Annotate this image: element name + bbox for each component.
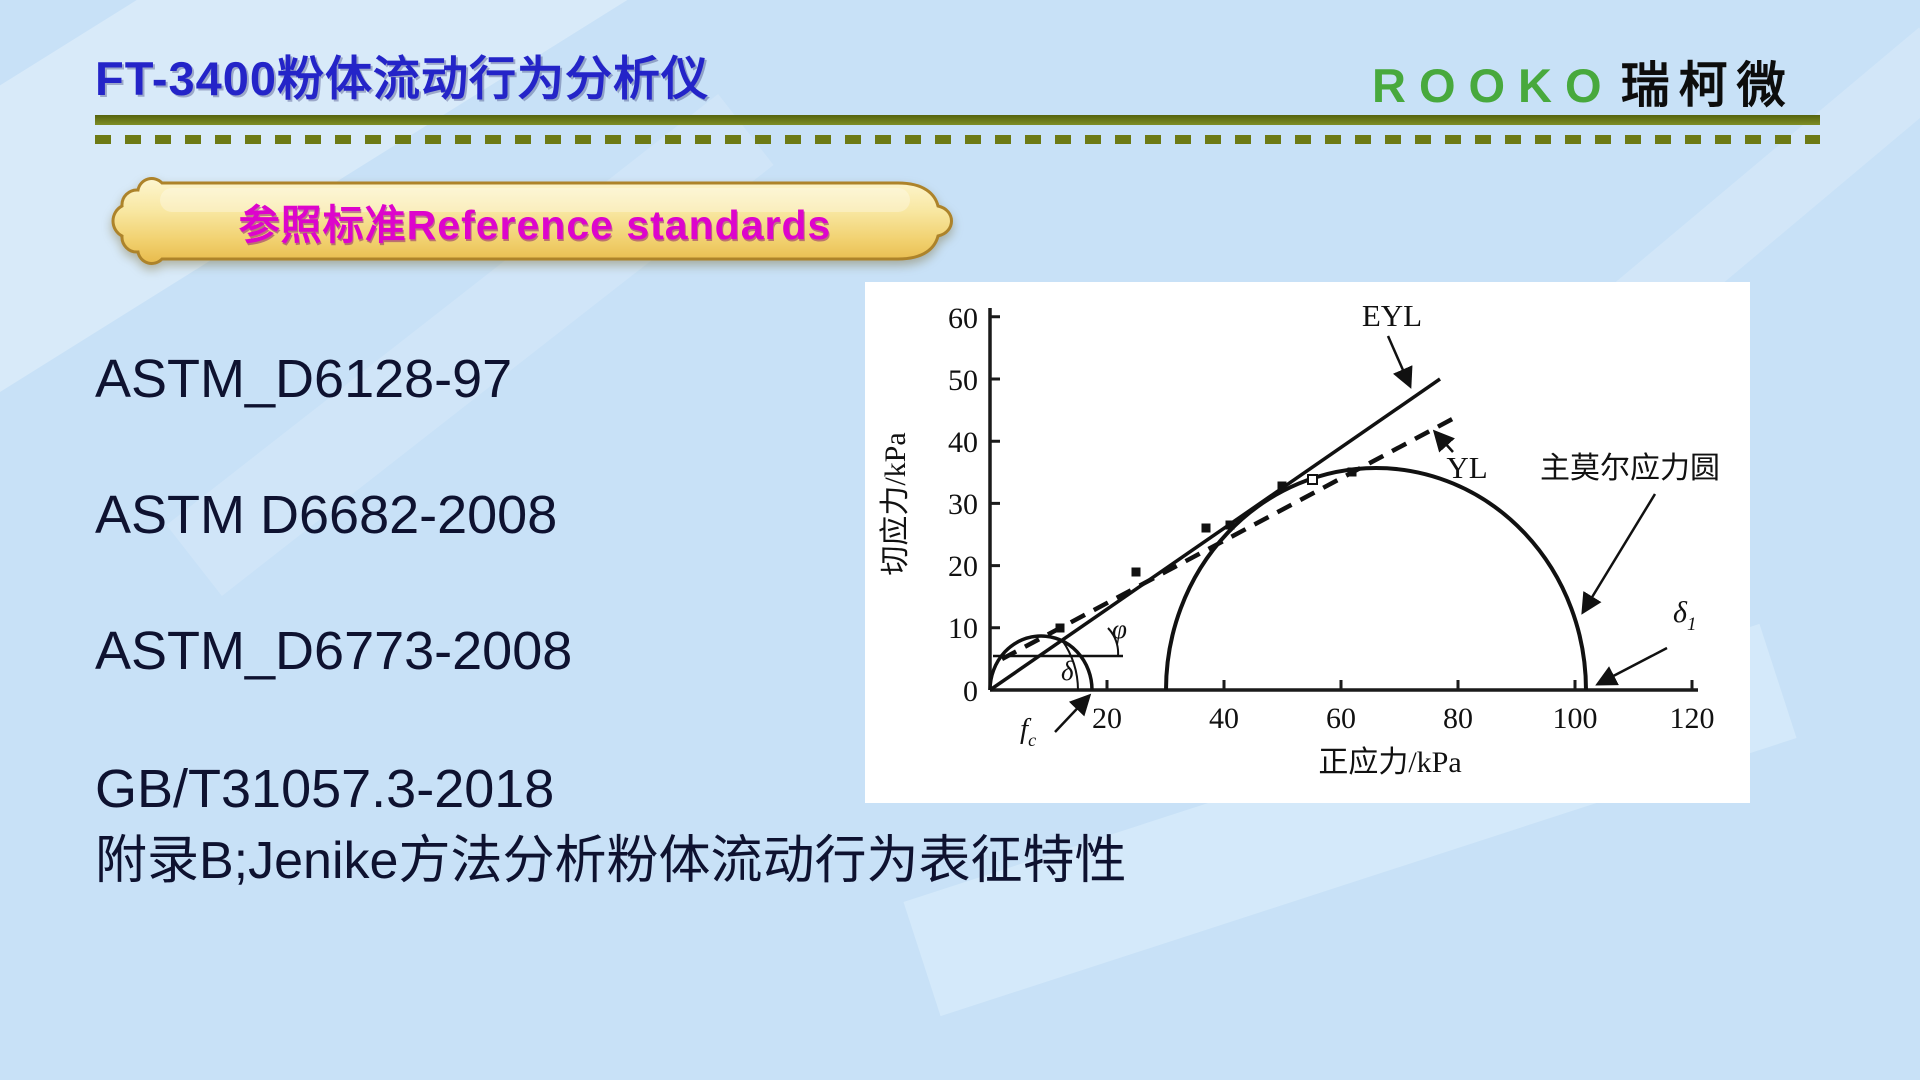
y-tick-0: 0 bbox=[963, 675, 978, 708]
x-tick-marks bbox=[1105, 680, 1694, 690]
delta1-arrow bbox=[1595, 646, 1668, 686]
yl-data-points bbox=[1055, 467, 1357, 633]
mohr-circle-label: 主莫尔应力圆 bbox=[1540, 452, 1720, 485]
phi-angle-arc bbox=[1107, 627, 1120, 657]
yl-label: YL bbox=[1446, 450, 1487, 485]
y-tick-10: 10 bbox=[948, 612, 978, 645]
fc-label: fc bbox=[1020, 713, 1036, 750]
banner-cloud-shape bbox=[111, 177, 953, 265]
page-title: FT-3400粉体流动行为分析仪 bbox=[95, 52, 710, 105]
delta-angle-label: δ bbox=[1061, 656, 1074, 686]
x-tick-120: 120 bbox=[1670, 702, 1715, 735]
standard-item-3: ASTM_D6773-2008 bbox=[95, 621, 573, 681]
y-tick-30: 30 bbox=[948, 488, 978, 521]
y-axis-title: 切应力/kPa bbox=[879, 432, 912, 575]
standard-item-4: GB/T31057.3-2018 bbox=[95, 759, 555, 819]
y-tick-marks bbox=[990, 315, 1000, 630]
x-tick-20: 20 bbox=[1092, 702, 1122, 735]
phi-angle-label: φ bbox=[1112, 614, 1127, 644]
x-tick-60: 60 bbox=[1326, 702, 1356, 735]
mohr-circle-arrow bbox=[1581, 493, 1657, 615]
delta1-label: δ1 bbox=[1673, 596, 1696, 635]
eyl-label: EYL bbox=[1362, 298, 1422, 333]
x-tick-100: 100 bbox=[1553, 702, 1598, 735]
y-tick-20: 20 bbox=[948, 550, 978, 583]
standard-item-1: ASTM_D6128-97 bbox=[95, 349, 513, 409]
small-mohr-circle bbox=[988, 634, 1094, 691]
yl-dashed-line bbox=[1000, 414, 1460, 661]
y-tick-40: 40 bbox=[948, 426, 978, 459]
y-tick-50: 50 bbox=[948, 364, 978, 397]
brand-logo: ROOKO 瑞柯微 bbox=[1372, 46, 1795, 117]
standard-item-2: ASTM D6682-2008 bbox=[95, 485, 558, 545]
fc-arrow bbox=[1054, 693, 1092, 733]
header-rule-solid bbox=[95, 115, 1820, 125]
brand-logo-cn: 瑞柯微 bbox=[1620, 59, 1795, 113]
x-axis-title: 正应力/kPa bbox=[1318, 746, 1461, 779]
x-tick-80: 80 bbox=[1443, 702, 1473, 735]
delta-angle-arc bbox=[1061, 639, 1079, 691]
x-tick-40: 40 bbox=[1209, 702, 1239, 735]
mohr-circle-chart: 0 10 20 30 40 50 60 20 40 60 80 100 120 … bbox=[879, 298, 1720, 779]
header-rule-dashed bbox=[95, 135, 1820, 144]
reference-standards-banner: 参照标准Reference standards bbox=[100, 176, 980, 271]
banner-label: 参照标准Reference standards bbox=[238, 202, 832, 248]
mohr-circle-figure: 0 10 20 30 40 50 60 20 40 60 80 100 120 … bbox=[865, 282, 1750, 803]
standard-item-5: 附录B;Jenike方法分析粉体流动行为表征特性 bbox=[95, 832, 1127, 890]
eyl-line bbox=[989, 377, 1441, 692]
brand-logo-en: ROOKO bbox=[1372, 59, 1615, 112]
major-mohr-circle bbox=[1164, 466, 1588, 691]
y-tick-60: 60 bbox=[948, 302, 978, 335]
yl-arrow bbox=[1432, 429, 1455, 453]
tangent-point-marker bbox=[1307, 474, 1318, 485]
eyl-arrow bbox=[1386, 335, 1413, 389]
